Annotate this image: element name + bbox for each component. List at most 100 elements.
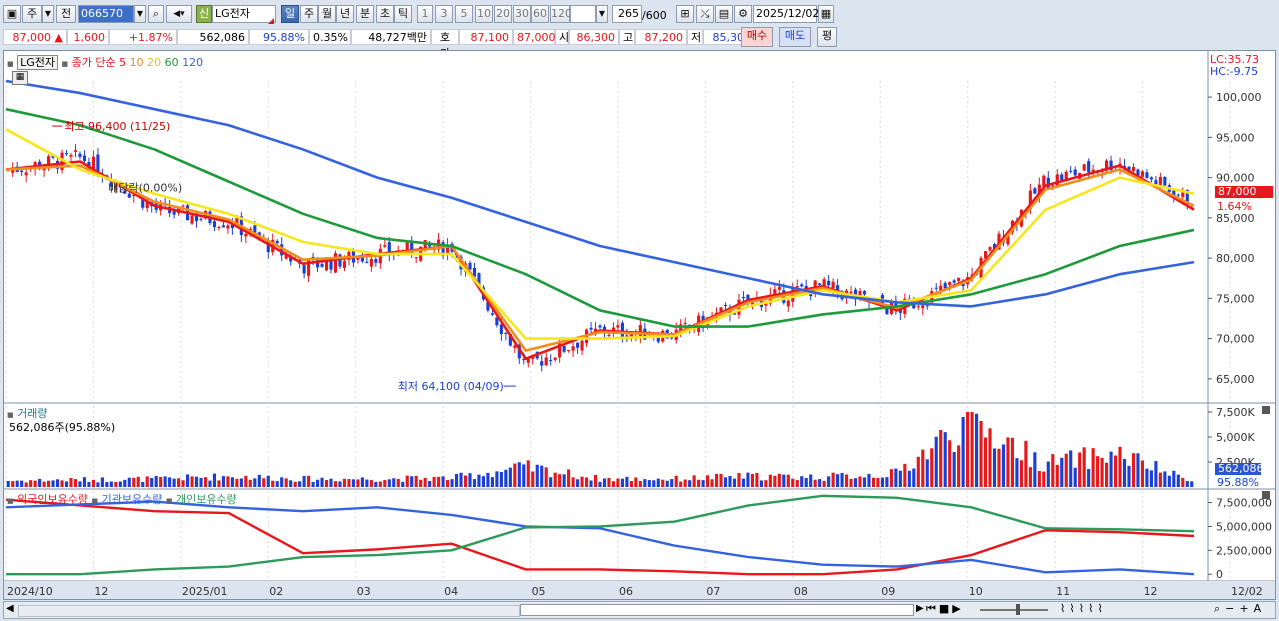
candle-body <box>20 170 24 173</box>
volume-bar <box>791 478 795 487</box>
volume-bar <box>540 465 544 487</box>
chart-grid-icon[interactable]: ▦ <box>12 71 28 85</box>
volume-bar <box>638 480 642 487</box>
interval-button-3[interactable]: 10 <box>475 5 493 23</box>
interval-custom-field[interactable] <box>570 5 596 23</box>
volume-bar <box>818 479 822 487</box>
interval-dropdown-icon[interactable]: ▼ <box>596 5 608 23</box>
candle-body <box>244 233 248 237</box>
interval-button-6[interactable]: 60 <box>531 5 549 23</box>
period-button-4[interactable]: 분 <box>356 5 374 23</box>
candle-type-icon[interactable]: ⊞ <box>676 5 694 23</box>
interval-button-7[interactable]: 120 <box>550 5 572 23</box>
legend-foreign[interactable]: 외국인보유수량 <box>17 493 88 506</box>
volume-bar <box>280 477 284 487</box>
zoom-icons[interactable]: ⌕−+A <box>1214 602 1267 615</box>
period-button-2[interactable]: 월 <box>318 5 336 23</box>
mode2-select[interactable]: 전 <box>56 5 76 23</box>
x-axis-label: 03 <box>357 585 371 598</box>
volume-bar <box>759 480 763 487</box>
period-button-6[interactable]: 틱 <box>394 5 412 23</box>
date-input[interactable]: 2025/12/02 <box>753 5 819 23</box>
candle-body <box>746 294 750 303</box>
hc-label: HC:-9.75 <box>1210 65 1259 78</box>
interval-button-0[interactable]: 1 <box>417 5 433 23</box>
calendar-icon[interactable]: ▦ <box>818 5 834 23</box>
gear-icon[interactable]: ⚙ <box>734 5 752 23</box>
volume-bar <box>862 477 867 487</box>
candle-body <box>446 245 450 254</box>
interval-button-1[interactable]: 3 <box>435 5 453 23</box>
search-icon[interactable]: ⌕ <box>148 5 164 23</box>
volume-bar <box>495 471 499 487</box>
volume-title[interactable]: 거래량 <box>17 407 48 420</box>
volume-bar <box>746 472 750 487</box>
ma-line-60 <box>5 107 1195 328</box>
holdings-panel-close-icon[interactable] <box>1262 491 1270 499</box>
volume-bar <box>342 478 347 487</box>
interval-button-4[interactable]: 20 <box>494 5 512 23</box>
candle-body <box>360 256 364 262</box>
volume-bar <box>544 467 548 487</box>
candle-body <box>885 307 889 315</box>
window-menu-icon[interactable]: ▣ <box>3 5 21 23</box>
stock-code-input[interactable]: 066570 <box>78 5 134 23</box>
volume-bar <box>15 480 19 487</box>
volume-bar <box>378 481 382 487</box>
code-dropdown-icon[interactable]: ▼ <box>134 5 146 23</box>
zoom-slider-knob[interactable] <box>1016 604 1020 615</box>
holdings-axis-label: 7,500,000 <box>1216 497 1272 510</box>
chart-svg[interactable]: 100,000 95,000 90,000 85,000 80,000 75,000 70,… <box>4 51 1275 599</box>
chart-area[interactable]: 100,000 95,000 90,000 85,000 80,000 75,000 70,… <box>3 50 1276 600</box>
buy-button[interactable]: 매수 <box>741 27 773 47</box>
interval-button-5[interactable]: 30 <box>513 5 531 23</box>
price-axis-label: 85,000 <box>1216 212 1255 225</box>
eval-button[interactable]: 평 <box>817 27 837 47</box>
mode1-dropdown-icon[interactable]: ▼ <box>42 5 54 23</box>
period-button-3[interactable]: 년 <box>336 5 354 23</box>
legend-stock-name[interactable]: LG전자 <box>17 55 59 70</box>
stock-name-field[interactable]: LG전자 <box>212 5 276 23</box>
mode1-select[interactable]: 주 <box>22 5 42 23</box>
volume-bar <box>29 480 33 487</box>
drawing-tools-icon[interactable]: ⤯ <box>696 5 714 23</box>
x-axis-label: 12 <box>1144 585 1158 598</box>
volume-bar <box>64 481 69 487</box>
volume-bar <box>773 475 777 487</box>
volume-bar <box>172 478 176 487</box>
candle-body <box>212 221 217 228</box>
volume-bar <box>414 475 418 487</box>
zoom-slider[interactable] <box>980 609 1048 611</box>
legend-institution[interactable]: 기관보유수량 <box>101 493 163 506</box>
volume-bar <box>916 456 920 487</box>
volume-panel-close-icon[interactable] <box>1262 406 1270 414</box>
scroll-track[interactable] <box>18 605 520 617</box>
period-button-5[interactable]: 초 <box>376 5 394 23</box>
playback-controls[interactable]: ⏮■▶ <box>926 602 964 615</box>
candle-body <box>549 360 553 362</box>
scroll-thumb[interactable] <box>520 604 914 616</box>
period-button-0[interactable]: 일 <box>281 5 299 23</box>
candle-body <box>1042 175 1046 187</box>
chart-tools-icons[interactable]: ⌇⌇⌇⌇⌇ <box>1060 602 1107 615</box>
volume-bar <box>665 480 669 487</box>
volume-bar <box>1154 461 1158 487</box>
period-button-1[interactable]: 주 <box>300 5 318 23</box>
candle-body <box>567 349 571 352</box>
candle-body <box>490 313 494 315</box>
interval-button-2[interactable]: 5 <box>455 5 473 23</box>
volume-bar <box>96 482 100 487</box>
volume-bar <box>82 477 87 487</box>
count-input[interactable]: 265 <box>612 5 642 23</box>
candle-body <box>786 300 790 307</box>
volume-bar <box>437 476 441 487</box>
sell-button[interactable]: 매도 <box>779 27 811 47</box>
candle-body <box>827 280 831 286</box>
scroll-right-icon[interactable]: ▶ <box>916 603 924 614</box>
save-icon[interactable]: ▤ <box>715 5 733 23</box>
legend-individual[interactable]: 개인보유수량 <box>175 493 237 506</box>
candle-body <box>96 154 100 176</box>
candle-body <box>199 218 203 220</box>
scroll-left-icon[interactable]: ◀ <box>6 603 14 614</box>
speaker-icon[interactable]: ◀▾ <box>166 5 192 23</box>
